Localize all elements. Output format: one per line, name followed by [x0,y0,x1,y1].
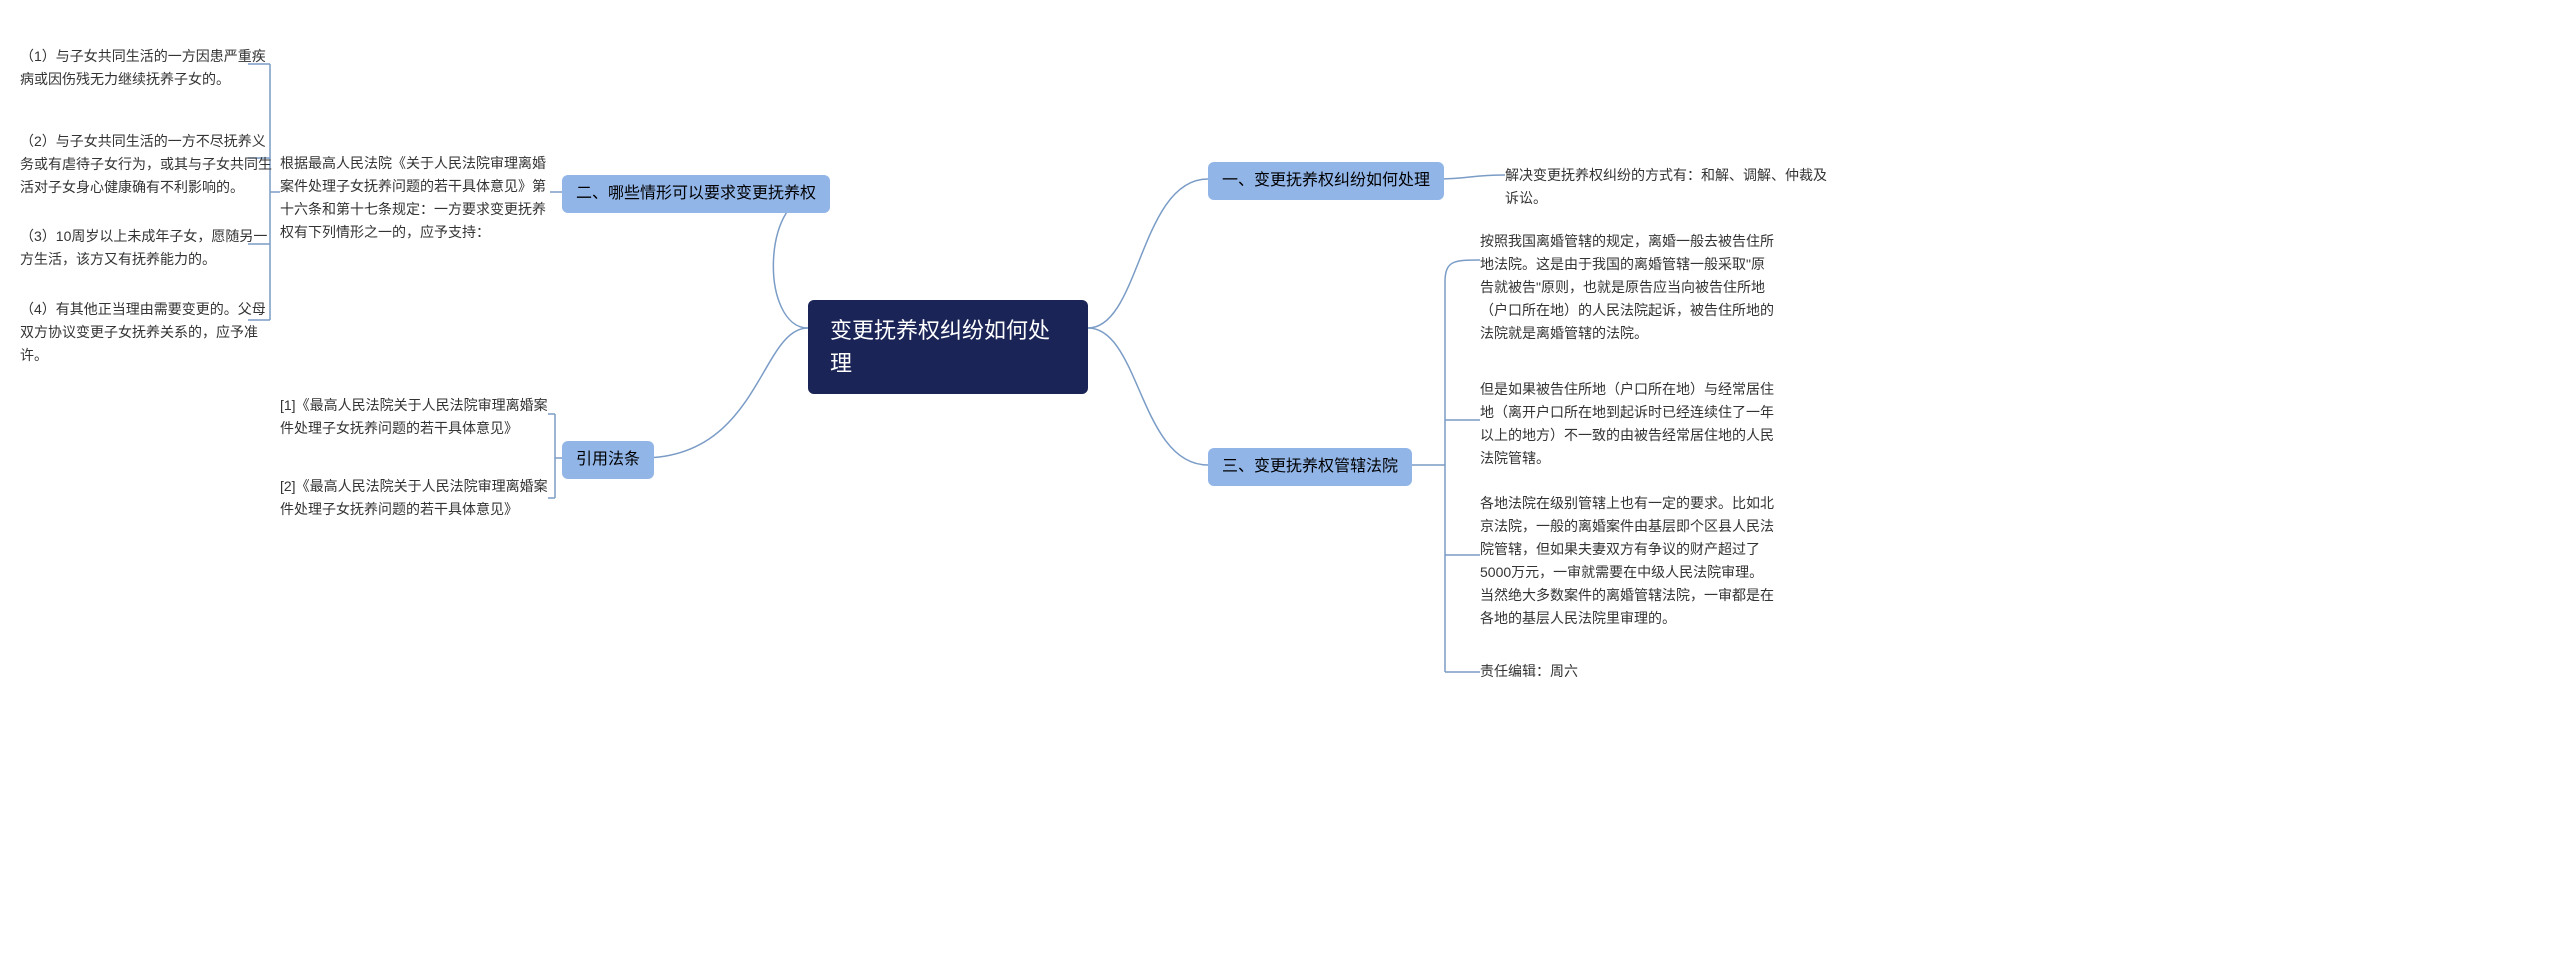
section2-leaf-3: （4）有其他正当理由需要变更的。父母双方协议变更子女抚养关系的，应予准许。 [20,298,272,367]
references-leaf-0: [1]《最高人民法院关于人民法院审理离婚案件处理子女抚养问题的若干具体意见》 [280,394,552,440]
section3-leaf-2: 各地法院在级别管辖上也有一定的要求。比如北京法院，一般的离婚案件由基层即个区县人… [1480,492,1775,631]
root-node[interactable]: 变更抚养权纠纷如何处理 [808,300,1088,394]
references-leaf-1: [2]《最高人民法院关于人民法院审理离婚案件处理子女抚养问题的若干具体意见》 [280,475,552,521]
section1-leaf-0: 解决变更抚养权纠纷的方式有：和解、调解、仲裁及诉讼。 [1505,164,1835,210]
section2-leaf-2: （3）10周岁以上未成年子女，愿随另一方生活，该方又有抚养能力的。 [20,225,272,271]
section3-leaf-3: 责任编辑：周六 [1480,660,1578,683]
section2-desc: 根据最高人民法院《关于人民法院审理离婚案件处理子女抚养问题的若干具体意见》第十六… [280,152,552,244]
section3-leaf-1: 但是如果被告住所地（户口所在地）与经常居住地（离开户口所在地到起诉时已经连续住了… [1480,378,1775,470]
section2-leaf-0: （1）与子女共同生活的一方因患严重疾病或因伤残无力继续抚养子女的。 [20,45,272,91]
references-node[interactable]: 引用法条 [562,441,654,479]
section2-leaf-1: （2）与子女共同生活的一方不尽抚养义务或有虐待子女行为，或其与子女共同生活对子女… [20,130,272,199]
section3-node[interactable]: 三、变更抚养权管辖法院 [1208,448,1412,486]
section2-node[interactable]: 二、哪些情形可以要求变更抚养权 [562,175,830,213]
section3-leaf-0: 按照我国离婚管辖的规定，离婚一般去被告住所地法院。这是由于我国的离婚管辖一般采取… [1480,230,1775,345]
section1-node[interactable]: 一、变更抚养权纠纷如何处理 [1208,162,1444,200]
